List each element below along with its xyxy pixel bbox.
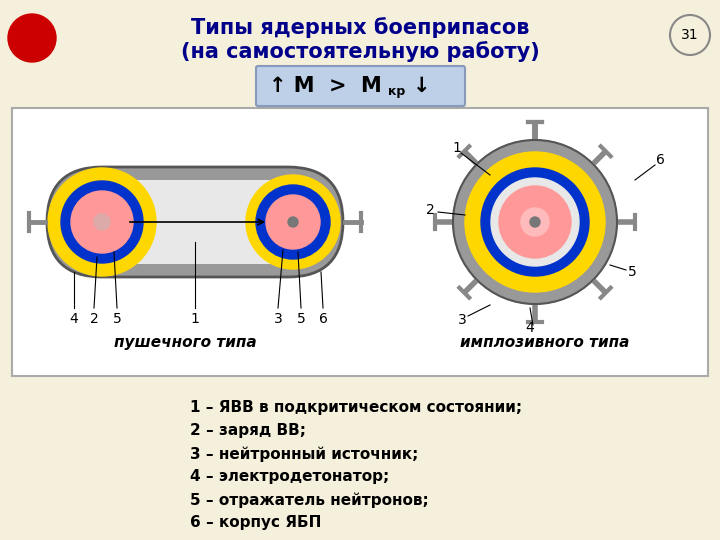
Text: Типы ядерных боеприпасов: Типы ядерных боеприпасов [191, 17, 529, 38]
Text: 31: 31 [681, 28, 699, 42]
Text: 5: 5 [297, 312, 305, 326]
Circle shape [530, 217, 540, 227]
FancyBboxPatch shape [60, 180, 330, 264]
Circle shape [266, 195, 320, 249]
Text: 2 – заряд ВВ;: 2 – заряд ВВ; [190, 423, 306, 438]
FancyBboxPatch shape [47, 167, 343, 277]
Text: имплозивного типа: имплозивного типа [460, 335, 630, 350]
Text: 4: 4 [70, 312, 78, 326]
Text: пушечного типа: пушечного типа [114, 335, 256, 350]
Circle shape [246, 175, 340, 269]
Text: 5: 5 [112, 312, 122, 326]
Text: 4: 4 [526, 321, 534, 335]
Text: 6: 6 [318, 312, 328, 326]
Text: 2: 2 [426, 203, 434, 217]
Text: 2: 2 [89, 312, 99, 326]
Circle shape [481, 168, 589, 276]
Circle shape [491, 178, 579, 266]
Circle shape [453, 140, 617, 304]
Circle shape [61, 181, 143, 263]
Text: 5: 5 [628, 265, 636, 279]
Circle shape [48, 168, 156, 276]
Circle shape [465, 152, 605, 292]
Text: 1: 1 [191, 312, 199, 326]
Text: кр: кр [388, 84, 405, 98]
Text: 3 – нейтронный источник;: 3 – нейтронный источник; [190, 446, 418, 462]
Text: 6 – корпус ЯБП: 6 – корпус ЯБП [190, 515, 321, 530]
Text: 4 – электродетонатор;: 4 – электродетонатор; [190, 469, 390, 484]
Text: ↑ M  >  M: ↑ M > M [269, 76, 382, 96]
Text: 5 – отражатель нейтронов;: 5 – отражатель нейтронов; [190, 492, 428, 508]
Circle shape [256, 185, 330, 259]
Circle shape [8, 14, 56, 62]
Circle shape [71, 191, 133, 253]
Text: ↓: ↓ [413, 76, 431, 96]
Circle shape [94, 214, 110, 230]
Bar [12, 108, 708, 376]
Text: (на самостоятельную работу): (на самостоятельную работу) [181, 42, 539, 63]
Circle shape [288, 217, 298, 227]
Text: 1: 1 [453, 141, 462, 155]
Text: 6: 6 [656, 153, 665, 167]
Text: 1 – ЯВВ в подкритическом состоянии;: 1 – ЯВВ в подкритическом состоянии; [190, 400, 522, 415]
Circle shape [499, 186, 571, 258]
FancyBboxPatch shape [256, 66, 465, 106]
Circle shape [521, 208, 549, 236]
Text: 3: 3 [274, 312, 282, 326]
Text: 3: 3 [458, 313, 467, 327]
